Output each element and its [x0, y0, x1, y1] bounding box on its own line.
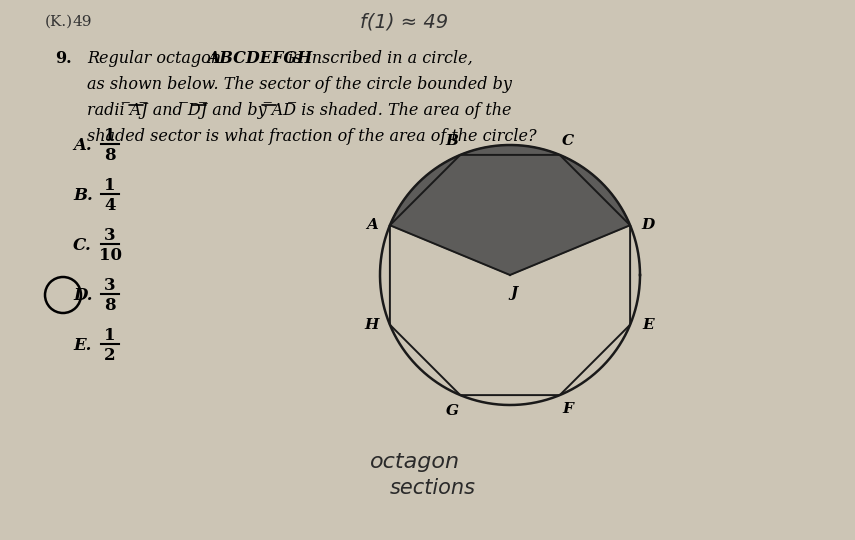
Text: 8: 8: [104, 298, 115, 314]
Text: (K.): (K.): [45, 15, 74, 29]
Text: J: J: [510, 286, 517, 300]
Text: E: E: [642, 318, 654, 332]
Text: H: H: [365, 318, 379, 332]
Text: B: B: [445, 134, 458, 148]
Text: 3: 3: [104, 276, 115, 294]
Text: f(1) ≈ 49: f(1) ≈ 49: [360, 12, 448, 31]
Text: 49: 49: [72, 15, 91, 29]
Text: octagon: octagon: [370, 452, 460, 472]
Text: F: F: [563, 402, 573, 416]
Text: 1: 1: [104, 126, 115, 144]
Text: is inscribed in a circle,: is inscribed in a circle,: [283, 50, 473, 67]
Text: 4: 4: [104, 198, 115, 214]
Text: 9.: 9.: [55, 50, 72, 67]
Text: E.: E.: [73, 336, 91, 354]
Text: shaded sector is what fraction of the area of the circle?: shaded sector is what fraction of the ar…: [87, 128, 537, 145]
Text: B.: B.: [73, 186, 92, 204]
Text: 2: 2: [104, 348, 115, 364]
Text: A: A: [366, 218, 378, 232]
Text: D.: D.: [73, 287, 92, 303]
Text: C.: C.: [73, 237, 91, 253]
Text: as shown below. The sector of the circle bounded by: as shown below. The sector of the circle…: [87, 76, 512, 93]
Wedge shape: [390, 145, 630, 275]
Text: 3: 3: [104, 226, 115, 244]
Text: G: G: [445, 404, 459, 418]
Text: 8: 8: [104, 147, 115, 165]
Text: 1: 1: [104, 327, 115, 343]
Text: Regular octagon: Regular octagon: [87, 50, 226, 67]
Text: radii ̅AJ̅ and ̅DJ̅ and by ̅AD̅ is shaded. The area of the: radii ̅AJ̅ and ̅DJ̅ and by ̅AD̅ is shade…: [87, 102, 511, 119]
Text: A.: A.: [73, 137, 91, 153]
Text: 10: 10: [98, 247, 121, 265]
Text: 1: 1: [104, 177, 115, 193]
Text: C: C: [562, 134, 574, 148]
Text: D: D: [641, 218, 655, 232]
Text: ABCDEFGH: ABCDEFGH: [207, 50, 312, 67]
Text: sections: sections: [390, 478, 476, 498]
